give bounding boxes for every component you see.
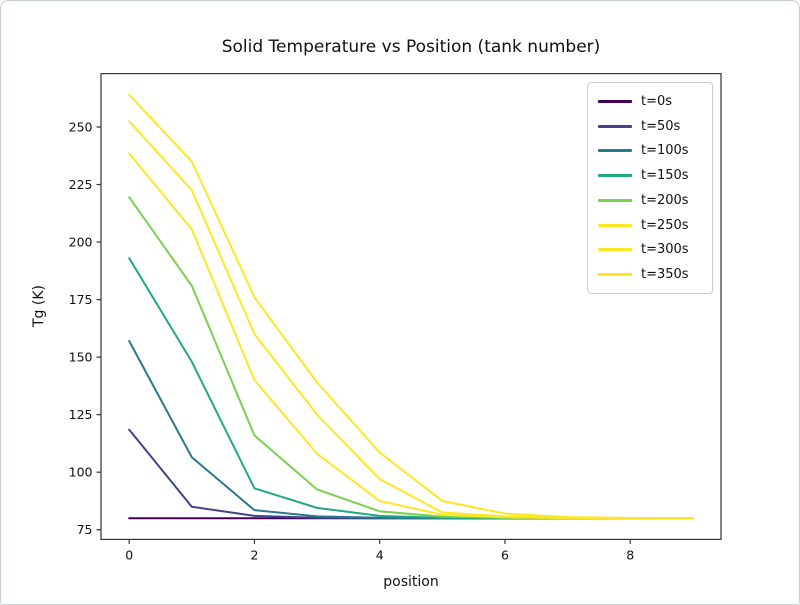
legend-label: t=50s — [641, 118, 681, 134]
y-tick-label: 150 — [69, 349, 93, 364]
legend-swatch — [598, 149, 632, 153]
x-tick-label: 8 — [626, 547, 634, 562]
x-tick-label: 2 — [250, 547, 258, 562]
series-line-2 — [128, 340, 694, 520]
y-tick-label: 250 — [69, 119, 93, 134]
y-tick-label: 75 — [77, 522, 93, 537]
legend-swatch — [598, 223, 632, 227]
legend-label: t=300s — [641, 242, 689, 258]
y-tick-label: 175 — [69, 292, 93, 307]
legend-label: t=100s — [641, 143, 689, 159]
axes-spines — [100, 72, 722, 540]
legend-item: t=50s — [598, 120, 702, 133]
legend-swatch — [598, 273, 632, 277]
legend-swatch — [598, 124, 632, 128]
x-tick-label: 4 — [376, 547, 384, 562]
legend-label: t=0s — [641, 93, 673, 109]
legend-item: t=350s — [598, 268, 702, 281]
legend-item: t=150s — [598, 169, 702, 182]
legend-label: t=150s — [641, 168, 689, 184]
legend-swatch — [598, 99, 632, 103]
y-tick-label: 100 — [69, 464, 93, 479]
legend-swatch — [598, 174, 632, 178]
series-line-1 — [128, 428, 694, 520]
series-line-3 — [128, 257, 694, 520]
y-tick-label: 125 — [69, 407, 93, 422]
y-axis-label: Tg (K) — [31, 285, 47, 327]
legend-label: t=350s — [641, 267, 689, 283]
legend: t=0s t=50s t=100s t=150s t=200s t=250s t=300s t… — [587, 82, 713, 294]
legend-swatch — [598, 248, 632, 252]
chart-title: Solid Temperature vs Position (tank numb… — [221, 37, 601, 57]
legend-label: t=250s — [641, 217, 689, 233]
y-tick-label: 225 — [69, 177, 93, 192]
legend-label: t=200s — [641, 192, 689, 208]
x-tick-label: 0 — [125, 547, 133, 562]
legend-swatch — [598, 198, 632, 202]
legend-item: t=300s — [598, 243, 702, 256]
y-tick-label: 200 — [69, 234, 93, 249]
x-tick-label: 6 — [501, 547, 509, 562]
legend-item: t=200s — [598, 194, 702, 207]
legend-item: t=0s — [598, 95, 702, 108]
series-line-7 — [128, 93, 694, 520]
legend-item: t=250s — [598, 219, 702, 232]
x-axis-label: position — [383, 574, 439, 590]
legend-item: t=100s — [598, 144, 702, 157]
